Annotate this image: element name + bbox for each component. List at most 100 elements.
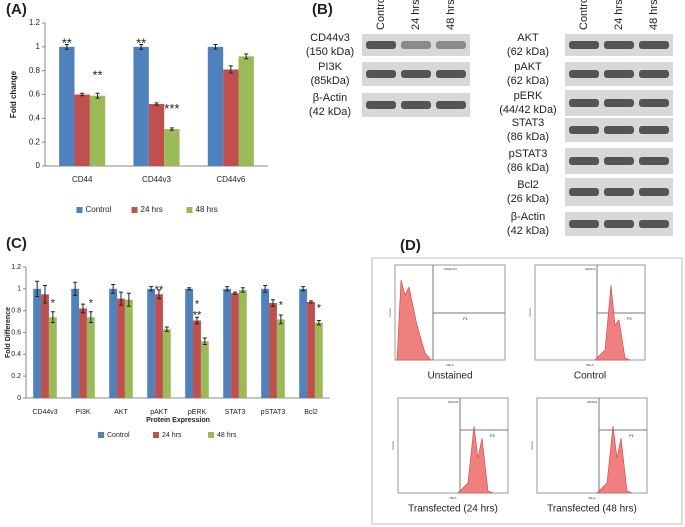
error-bar [81, 303, 85, 314]
panel-label: (A) [6, 1, 27, 18]
y-tick-label: 0.8 [11, 308, 21, 315]
error-bar [187, 287, 192, 291]
significance-mark: * [317, 303, 322, 315]
legend-swatch [98, 432, 104, 438]
legend-label: 24 hrs [162, 432, 182, 439]
blot-band [604, 41, 634, 49]
bar [238, 56, 254, 166]
blot-band [569, 126, 599, 134]
legend-swatch [208, 432, 214, 438]
bar [269, 303, 277, 398]
error-bar [43, 285, 47, 304]
flow-axis-label: PE-A [446, 363, 453, 367]
legend-label: Control [86, 205, 112, 214]
error-bar [213, 43, 218, 50]
y-tick-label: 0.4 [11, 351, 21, 358]
error-bar [233, 291, 237, 295]
blot-column-label: Control [375, 0, 387, 30]
blot-band [604, 70, 634, 78]
y-axis-label: Fold change [9, 70, 18, 118]
error-bar [149, 286, 154, 292]
flow-plot-title: CD44-3 [585, 267, 596, 271]
blot-label: (62 kDa) [507, 75, 549, 87]
blot-label: PI3K [318, 61, 343, 73]
flow-plot-title: CD44-5 [587, 400, 598, 404]
legend-label: 48 hrs [196, 205, 218, 214]
y-tick-label: 1 [17, 286, 21, 293]
error-bar [111, 283, 116, 294]
flow-plot-label: Transfected (48 hrs) [547, 504, 637, 515]
blot-label: CD44v3 [310, 32, 350, 44]
flow-axis-label: PE-A [449, 496, 456, 500]
bar [148, 104, 165, 166]
error-bar [263, 285, 268, 293]
y-tick-label: 0.2 [29, 137, 41, 146]
blot-band [604, 99, 634, 107]
blot-band [366, 41, 396, 49]
legend-swatch [153, 432, 159, 438]
flow-plot-frame [536, 397, 648, 494]
y-tick-label: 0 [36, 161, 41, 170]
bar [276, 319, 285, 398]
significance-mark: ** [62, 36, 72, 51]
blot-label: (86 kDa) [507, 162, 549, 174]
blot-label: (86 kDa) [507, 131, 549, 143]
blot-band [604, 188, 634, 196]
flow-histogram [396, 279, 432, 361]
bar [41, 294, 49, 398]
y-tick-label: 1.2 [29, 18, 41, 27]
error-bar [126, 292, 131, 307]
bar [117, 298, 125, 398]
error-bar [139, 43, 144, 50]
x-tick-label: STAT3 [225, 409, 246, 416]
x-tick-label: pAKT [150, 409, 168, 416]
bar [238, 289, 247, 398]
error-bar [278, 314, 283, 325]
blot-band [569, 220, 599, 228]
flow-histogram [596, 425, 633, 494]
x-tick-label: PI3K [75, 409, 91, 416]
error-bar [64, 43, 69, 50]
flow-axis-label: PE-A [588, 496, 595, 500]
bar [162, 329, 171, 398]
x-tick-label: CD44v6 [216, 175, 245, 184]
blot-band [569, 157, 599, 165]
y-tick-label: 0.8 [29, 66, 41, 75]
flow-axis-label: Count [388, 308, 392, 316]
blot-band [436, 101, 466, 109]
legend-label: Control [107, 432, 130, 439]
flow-axis-label: Count [391, 441, 395, 449]
x-tick-label: CD44v3 [32, 409, 57, 416]
error-bar [225, 286, 230, 292]
error-bar [88, 311, 93, 324]
bar [48, 317, 57, 398]
blot-band [604, 220, 634, 228]
blot-label: (150 kDa) [306, 46, 354, 58]
significance-mark: * [195, 298, 200, 310]
y-tick-label: 1 [36, 42, 41, 51]
significance-mark: * [89, 297, 94, 309]
blot-label: β-Actin [511, 211, 545, 223]
flow-plot-title: CD44-UN [443, 267, 456, 271]
error-bar [119, 291, 123, 306]
bar [155, 294, 163, 398]
flow-plot-label: Transfected (24 hrs) [408, 504, 498, 515]
blot-label: (85kDa) [310, 75, 349, 87]
error-bar [169, 127, 174, 131]
x-axis-label: Protein Expression [146, 417, 210, 424]
error-bar [73, 281, 78, 296]
blot-band [436, 41, 466, 49]
bar [223, 69, 239, 166]
error-bar [35, 280, 40, 297]
error-bar [202, 337, 207, 346]
significance-mark: ** [136, 36, 146, 51]
error-bar [316, 319, 321, 326]
legend-swatch [131, 207, 138, 213]
x-tick-label: pSTAT3 [261, 409, 286, 416]
blot-band [604, 126, 634, 134]
blot-label: β-Actin [313, 92, 347, 104]
flow-gate [598, 398, 647, 493]
y-tick-label: 0.2 [11, 373, 21, 380]
blot-column-label: 24 hrs [410, 0, 422, 30]
